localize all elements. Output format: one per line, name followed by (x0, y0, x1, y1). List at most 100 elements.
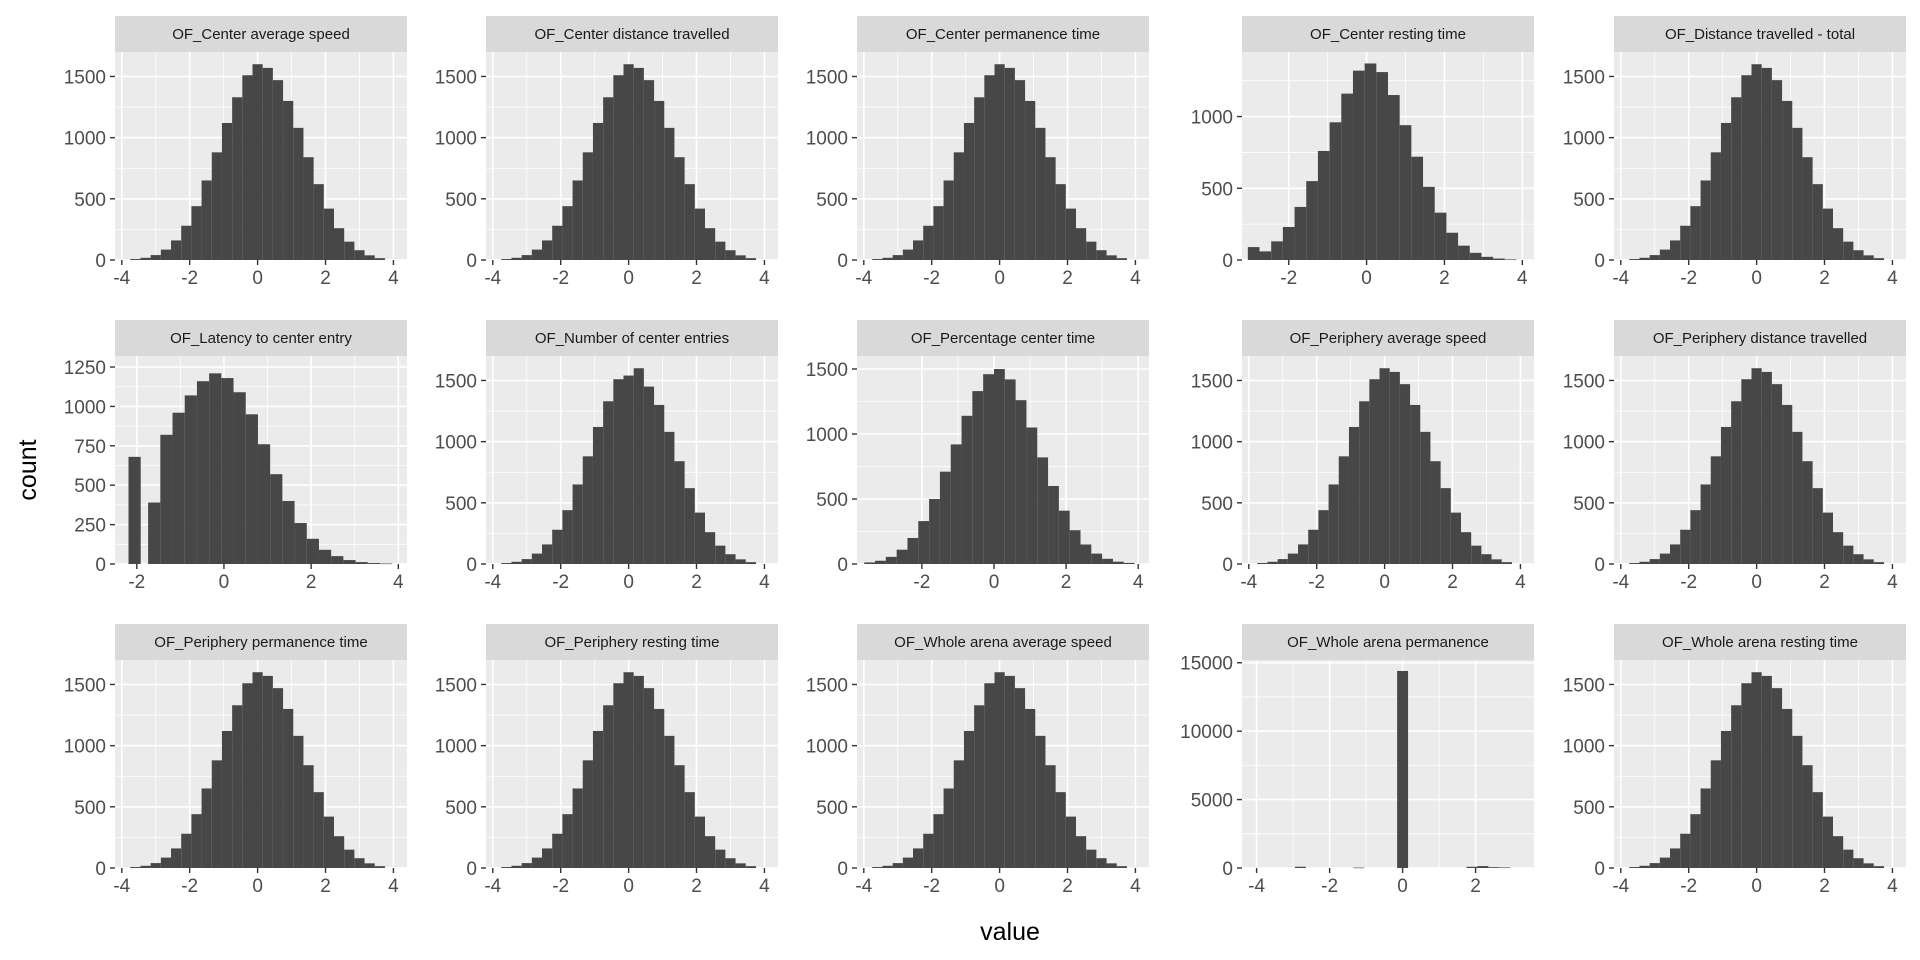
panel: OF_Whole arena resting time -4 -2 0 2 4 0 500 10… (1563, 624, 1906, 897)
histogram-bar (344, 241, 355, 260)
histogram-bar (511, 257, 522, 260)
facet-strip (115, 624, 407, 660)
histogram-bar (323, 816, 334, 868)
histogram-bar (1782, 404, 1793, 564)
histogram-bar (1731, 705, 1742, 868)
histogram-bar (1015, 400, 1027, 564)
histogram-bar (1058, 510, 1070, 564)
y-tick-label: 1500 (806, 675, 848, 696)
x-tick-label: -4 (113, 268, 130, 289)
x-tick-label: -2 (1321, 876, 1338, 897)
histogram-bar (994, 64, 1005, 260)
facet-title: OF_Distance travelled - total (1665, 26, 1855, 43)
histogram-bar (303, 157, 314, 260)
histogram-bar (374, 258, 385, 260)
histogram-bar (933, 206, 944, 260)
histogram-bar (1065, 208, 1076, 260)
panel: OF_Latency to center entry -2 0 2 4 0 250 500 75… (64, 320, 407, 593)
histogram-bar (1822, 208, 1833, 260)
histogram-bar (694, 816, 705, 868)
histogram-bar (603, 705, 614, 868)
x-tick-label: 4 (388, 876, 399, 897)
facet-strip (1614, 320, 1906, 356)
x-tick-label: -2 (1280, 268, 1297, 289)
histogram-bar (1116, 866, 1127, 868)
histogram-bar (923, 225, 934, 260)
histogram-bar (1352, 70, 1365, 260)
histogram-bar (664, 735, 675, 868)
facet-strip (115, 320, 407, 356)
histogram-bar (1430, 461, 1441, 564)
histogram-bar (1700, 484, 1711, 564)
histogram-bar (705, 532, 716, 564)
histogram-bar (354, 858, 365, 868)
histogram-bar (603, 97, 614, 260)
histogram-bar (232, 97, 243, 260)
histogram-bar (643, 688, 655, 868)
histogram-bar (1348, 426, 1360, 564)
histogram-bar (1389, 371, 1400, 564)
x-tick-label: -2 (181, 876, 198, 897)
y-tick-label: 1500 (435, 675, 477, 696)
panel: OF_Whole arena average speed -4 -2 0 2 4 0 500 1… (806, 624, 1149, 897)
histogram-bar (582, 152, 593, 260)
histogram-bar (735, 559, 746, 564)
x-tick-label: 4 (1887, 572, 1898, 593)
histogram-bar (272, 80, 284, 260)
histogram-bar (562, 814, 573, 868)
histogram-bar (542, 848, 553, 868)
histogram-bar (1741, 683, 1752, 868)
histogram-bar (294, 523, 307, 564)
histogram-bar (882, 865, 893, 868)
histogram-bar (160, 249, 172, 260)
y-tick-label: 1250 (64, 358, 106, 379)
histogram-bar (232, 705, 243, 868)
histogram-bar (892, 255, 903, 260)
histogram-bar (1065, 816, 1076, 868)
histogram-bar (1287, 553, 1299, 564)
histogram-bar (1369, 379, 1380, 564)
y-tick-label: 1000 (1563, 433, 1605, 454)
histogram-bar (283, 708, 294, 868)
histogram-bar (983, 374, 994, 564)
histogram-bar (1341, 93, 1353, 260)
histogram-bar (1659, 553, 1671, 564)
histogram-bar (1639, 865, 1650, 868)
histogram-bar (654, 404, 665, 564)
histogram-bar (306, 538, 319, 564)
x-tick-label: -2 (923, 268, 940, 289)
x-tick-label: 0 (1361, 268, 1372, 289)
x-tick-label: -2 (1680, 572, 1697, 593)
histogram-bar (1388, 95, 1400, 260)
histogram-bar (221, 730, 233, 868)
histogram-bar (1004, 675, 1015, 868)
x-tick-label: 2 (1062, 268, 1073, 289)
x-tick-label: -4 (484, 268, 501, 289)
histogram-bar (896, 549, 908, 564)
y-tick-label: 0 (1594, 859, 1605, 880)
histogram-bar (1035, 735, 1046, 868)
histogram-bar (1257, 563, 1268, 564)
panel-background (1242, 660, 1534, 868)
histogram-bar (1843, 849, 1854, 868)
x-tick-label: 2 (1062, 876, 1073, 897)
histogram-bar (1469, 252, 1482, 260)
histogram-bar (1106, 863, 1117, 868)
y-tick-label: 500 (1573, 798, 1605, 819)
x-axis-title: value (980, 918, 1040, 946)
panel: OF_Periphery permanence time -4 -2 0 2 4 0 500 1… (64, 624, 407, 897)
histogram-bar (694, 208, 705, 260)
facet-strip (1242, 16, 1534, 52)
histogram-bar (184, 395, 197, 564)
histogram-bar (664, 431, 675, 564)
histogram-bar (1461, 532, 1472, 564)
histogram-bar (562, 510, 573, 564)
histogram-bar (993, 369, 1005, 564)
histogram-bar (1833, 532, 1844, 564)
facet-title: OF_Number of center entries (535, 330, 729, 347)
histogram-bar (1853, 554, 1864, 564)
histogram-bar (643, 80, 655, 260)
y-tick-label: 500 (816, 798, 848, 819)
x-tick-label: 4 (1515, 572, 1526, 593)
histogram-bar (334, 836, 345, 868)
